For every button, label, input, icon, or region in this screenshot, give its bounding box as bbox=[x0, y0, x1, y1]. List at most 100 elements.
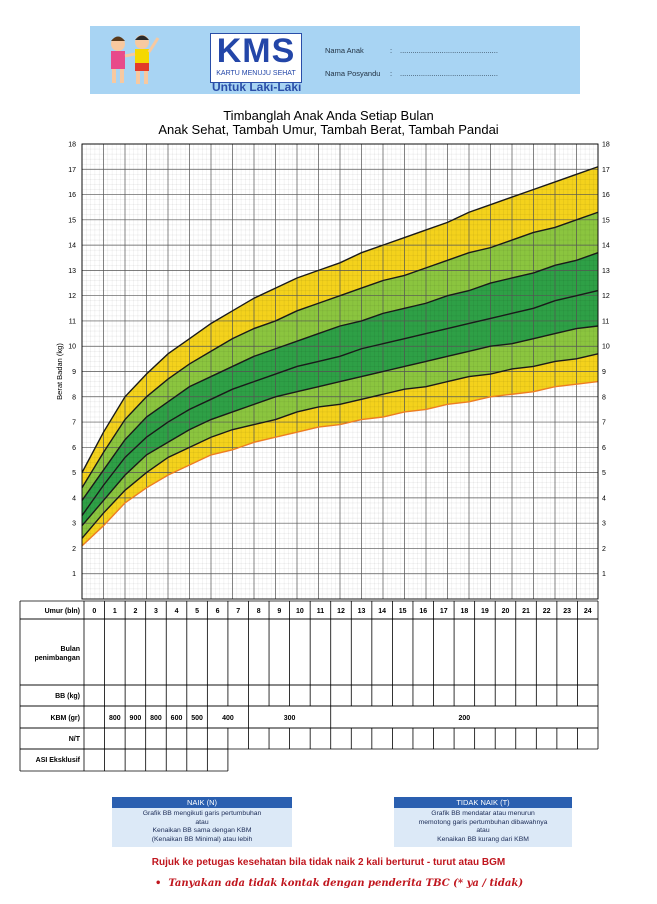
kms-logo-subtext: KARTU MENUJU SEHAT bbox=[216, 70, 296, 77]
legend-naik-line: Grafik BB mengikuti garis pertumbuhan bbox=[142, 810, 262, 817]
y-tick-label-right: 8 bbox=[602, 394, 606, 401]
legend-tidak-line: memotong garis pertumbuhan dibawahnya bbox=[418, 818, 548, 826]
y-tick-label-left: 2 bbox=[72, 546, 76, 553]
y-axis-label: Berat Badan (kg) bbox=[55, 343, 64, 400]
month-header: 8 bbox=[257, 608, 261, 615]
y-tick-label-right: 18 bbox=[602, 142, 610, 149]
y-tick-label-left: 15 bbox=[68, 217, 76, 224]
month-header: 9 bbox=[277, 608, 281, 615]
field-nama-posyandu[interactable]: Nama Posyandu : ........................… bbox=[325, 69, 498, 78]
kbm-value: 300 bbox=[284, 715, 296, 722]
month-header: 14 bbox=[378, 608, 386, 615]
header-banner bbox=[90, 26, 580, 94]
month-header: 20 bbox=[502, 608, 510, 615]
y-tick-label-right: 1 bbox=[602, 571, 606, 578]
y-tick-label-right: 15 bbox=[602, 217, 610, 224]
chart-title-line2: Anak Sehat, Tambah Umur, Tambah Berat, T… bbox=[158, 122, 499, 137]
y-tick-label-left: 6 bbox=[72, 445, 76, 452]
rujuk-notice: Rujuk ke petugas kesehatan bila tidak na… bbox=[151, 857, 506, 868]
month-header: 3 bbox=[154, 608, 158, 615]
row-label-umur: Umur (bln) bbox=[45, 608, 80, 615]
kbm-value: 200 bbox=[459, 715, 471, 722]
tbc-question: • Tanyakan ada tidak kontak dengan pende… bbox=[155, 878, 523, 889]
month-header: 13 bbox=[358, 608, 366, 615]
legend-naik-line: (Kenaikan BB Minimal) atau lebih bbox=[151, 835, 253, 843]
month-header: 18 bbox=[460, 608, 468, 615]
row-label-bulan: penimbangan bbox=[34, 655, 80, 662]
row-label-bb: BB (kg) bbox=[55, 693, 80, 700]
kbm-value: 600 bbox=[171, 715, 183, 722]
kbm-value: 800 bbox=[150, 715, 162, 722]
y-tick-label-right: 14 bbox=[602, 243, 610, 250]
plot-frame bbox=[81, 143, 599, 600]
month-header: 7 bbox=[236, 608, 240, 615]
y-tick-label-right: 11 bbox=[602, 318, 609, 325]
y-tick-label-right: 3 bbox=[602, 521, 606, 528]
y-tick-label-left: 8 bbox=[72, 394, 76, 401]
legend-naik-line: Kenaikan BB sama dengan KBM bbox=[152, 827, 252, 834]
y-tick-label-left: 9 bbox=[72, 369, 76, 376]
month-header: 23 bbox=[563, 608, 571, 615]
y-tick-label-left: 17 bbox=[68, 167, 76, 174]
field-nama-anak-blank[interactable]: ........................................… bbox=[400, 46, 498, 55]
legend-naik-line: atau bbox=[195, 818, 209, 826]
growth-curve bbox=[81, 353, 599, 539]
growth-curve bbox=[81, 289, 599, 516]
y-tick-label-left: 1 bbox=[72, 571, 76, 578]
y-tick-label-left: 3 bbox=[72, 521, 76, 528]
month-header: 19 bbox=[481, 608, 489, 615]
month-header: 16 bbox=[419, 608, 427, 615]
field-nama-posyandu-blank[interactable]: ........................................… bbox=[400, 69, 498, 78]
bullet: • bbox=[155, 878, 162, 889]
row-label-bulan: Bulan bbox=[61, 646, 80, 653]
month-header: 11 bbox=[317, 608, 325, 615]
row-label-asi: ASI Eksklusif bbox=[36, 757, 81, 764]
month-header: 1 bbox=[113, 608, 117, 615]
y-tick-label-right: 4 bbox=[602, 495, 606, 502]
children-illustration bbox=[111, 35, 160, 84]
kms-logo: KMS KARTU MENUJU SEHAT bbox=[210, 32, 302, 83]
field-nama-posyandu-label: Nama Posyandu bbox=[325, 69, 381, 78]
month-header: 21 bbox=[522, 608, 530, 615]
y-tick-label-right: 10 bbox=[602, 344, 610, 351]
month-header: 4 bbox=[175, 608, 179, 615]
kms-logo-text: KMS bbox=[216, 32, 296, 70]
month-header: 15 bbox=[399, 608, 407, 615]
growth-curve bbox=[81, 211, 599, 489]
y-tick-label-right: 7 bbox=[602, 420, 606, 427]
growth-curve bbox=[81, 380, 599, 547]
kbm-value: 800 bbox=[109, 715, 121, 722]
row-label-kbm: KBM (gr) bbox=[50, 715, 80, 722]
month-header: 22 bbox=[543, 608, 551, 615]
legend-naik-text: Grafik BB mengikuti garis pertumbuhan at… bbox=[112, 810, 292, 844]
kbm-value: 900 bbox=[130, 715, 142, 722]
chart-title-line1: Timbanglah Anak Anda Setiap Bulan bbox=[223, 108, 434, 123]
kbm-value: 500 bbox=[191, 715, 203, 722]
y-tick-label-left: 13 bbox=[68, 268, 76, 275]
growth-curve bbox=[81, 325, 599, 527]
growth-curve bbox=[81, 166, 599, 473]
y-tick-label-left: 11 bbox=[69, 318, 76, 325]
y-tick-label-right: 17 bbox=[602, 167, 610, 174]
y-tick-label-right: 13 bbox=[602, 268, 610, 275]
legend-tidak-naik-title: TIDAK NAIK (T) bbox=[394, 797, 572, 808]
legend-tidak-naik-text: Grafik BB mendatar atau menurun memotong… bbox=[394, 810, 572, 844]
month-header: 0 bbox=[92, 608, 96, 615]
y-tick-label-right: 5 bbox=[602, 470, 606, 477]
field-nama-anak[interactable]: Nama Anak : ............................… bbox=[325, 46, 498, 55]
growth-band bbox=[82, 326, 598, 539]
field-colon: : bbox=[390, 46, 393, 55]
legend-tidak-line: atau bbox=[476, 827, 490, 834]
y-tick-label-right: 6 bbox=[602, 445, 606, 452]
y-tick-label-left: 12 bbox=[68, 293, 76, 300]
month-header: 12 bbox=[337, 608, 345, 615]
legend-tidak-line: Grafik BB mendatar atau menurun bbox=[431, 810, 535, 817]
y-tick-label-left: 14 bbox=[68, 243, 76, 250]
y-tick-label-right: 9 bbox=[602, 369, 606, 376]
y-tick-label-left: 10 bbox=[68, 344, 76, 351]
legend-tidak-line: Kenaikan BB kurang dari KBM bbox=[437, 835, 529, 843]
y-tick-label-left: 7 bbox=[72, 420, 76, 427]
y-tick-label-right: 12 bbox=[602, 293, 610, 300]
month-header: 5 bbox=[195, 608, 199, 615]
